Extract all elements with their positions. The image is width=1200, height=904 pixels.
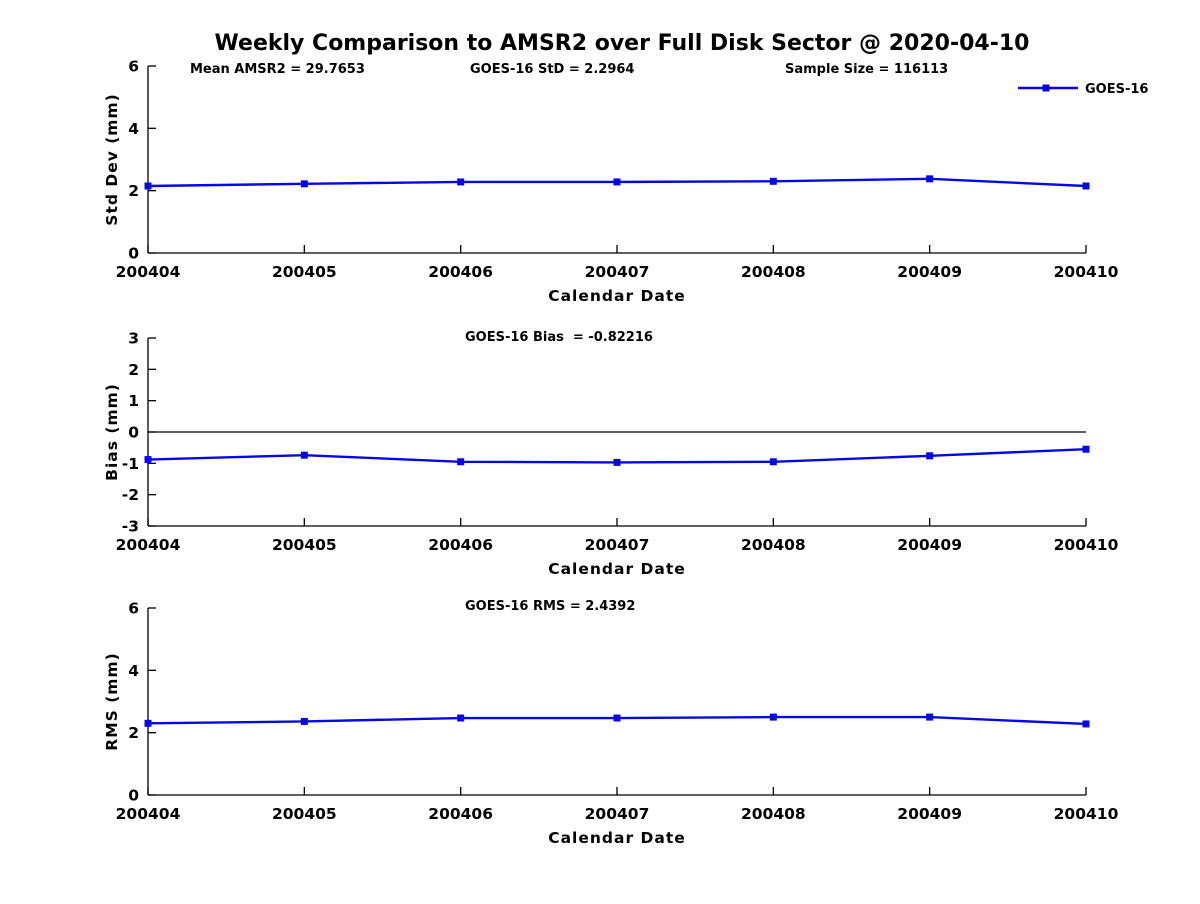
x-tick-label: 200409 xyxy=(897,263,962,281)
data-point-marker xyxy=(769,713,777,721)
y-tick-label: 0 xyxy=(128,424,139,442)
x-tick-label: 200410 xyxy=(1054,536,1119,554)
x-tick-label: 200405 xyxy=(272,805,337,823)
rms-chart: 0 2 4 6 200404 200405 200406 200407 200408 200409… xyxy=(103,600,1119,848)
data-point-marker xyxy=(613,458,621,466)
y-axis-label: Std Dev (mm) xyxy=(103,93,121,225)
x-tick-label: 200405 xyxy=(272,536,337,554)
x-tick-label: 200404 xyxy=(116,805,181,823)
rms-annotation: GOES-16 RMS = 2.4392 xyxy=(465,599,635,614)
data-point-marker xyxy=(1082,720,1090,728)
x-axis-label: Calendar Date xyxy=(548,560,686,578)
data-point-marker xyxy=(926,713,934,721)
x-tick-label: 200410 xyxy=(1054,263,1119,281)
stat-sample-size: Sample Size = 116113 xyxy=(785,62,948,77)
y-tick-label: 6 xyxy=(128,600,139,618)
data-point-marker xyxy=(926,452,934,460)
stat-mean-amsr2: Mean AMSR2 = 29.7653 xyxy=(190,62,365,77)
legend-square-marker-icon xyxy=(1042,84,1050,92)
y-tick-label: 6 xyxy=(128,58,139,76)
data-point-marker xyxy=(457,458,465,466)
x-tick-label: 200404 xyxy=(116,263,181,281)
data-point-marker xyxy=(300,180,308,188)
legend: GOES-16 xyxy=(1018,82,1148,97)
x-tick-label: 200408 xyxy=(741,805,806,823)
stddev-chart: 0 2 4 6 200404 200405 200406 200407 200408 200409… xyxy=(103,58,1119,306)
data-point-marker xyxy=(769,177,777,185)
y-tick-label: 2 xyxy=(128,182,139,200)
y-tick-label: 0 xyxy=(128,245,139,263)
y-tick-label: 4 xyxy=(128,662,139,680)
x-tick-label: 200406 xyxy=(428,263,493,281)
x-tick-label: 200409 xyxy=(897,805,962,823)
data-point-marker xyxy=(1082,445,1090,453)
y-tick-label: -2 xyxy=(122,486,139,504)
bias-annotation: GOES-16 Bias = -0.82216 xyxy=(465,330,653,345)
data-point-marker xyxy=(144,456,152,464)
x-tick-label: 200408 xyxy=(741,263,806,281)
data-point-marker xyxy=(926,175,934,183)
data-point-marker xyxy=(613,714,621,722)
y-tick-label: 2 xyxy=(128,724,139,742)
y-axis-label: Bias (mm) xyxy=(103,383,121,481)
x-tick-label: 200410 xyxy=(1054,805,1119,823)
y-axis-label: RMS (mm) xyxy=(103,652,121,750)
x-tick-label: 200409 xyxy=(897,536,962,554)
data-point-marker xyxy=(457,714,465,722)
data-point-marker xyxy=(769,458,777,466)
x-tick-label: 200405 xyxy=(272,263,337,281)
y-tick-label: 2 xyxy=(128,361,139,379)
data-point-marker xyxy=(144,719,152,727)
x-tick-label: 200406 xyxy=(428,805,493,823)
data-point-marker xyxy=(613,178,621,186)
data-point-marker xyxy=(300,451,308,459)
y-tick-label: 0 xyxy=(128,787,139,805)
figure-title: Weekly Comparison to AMSR2 over Full Dis… xyxy=(215,31,1030,56)
data-point-marker xyxy=(457,178,465,186)
data-point-marker xyxy=(144,182,152,190)
x-tick-label: 200408 xyxy=(741,536,806,554)
x-tick-label: 200404 xyxy=(116,536,181,554)
y-tick-label: 1 xyxy=(128,392,139,410)
y-tick-label: 4 xyxy=(128,120,139,138)
bias-chart: -3 -2 -1 0 1 2 3 200404 200405 200406 200407 200408… xyxy=(103,330,1119,579)
x-axis-label: Calendar Date xyxy=(548,829,686,847)
y-tick-label: -3 xyxy=(122,518,139,536)
x-axis-label: Calendar Date xyxy=(548,287,686,305)
x-tick-label: 200407 xyxy=(585,263,650,281)
x-tick-label: 200407 xyxy=(585,536,650,554)
y-tick-label: -1 xyxy=(122,455,139,473)
data-point-marker xyxy=(300,717,308,725)
x-tick-label: 200406 xyxy=(428,536,493,554)
x-tick-label: 200407 xyxy=(585,805,650,823)
y-tick-label: 3 xyxy=(128,330,139,348)
data-point-marker xyxy=(1082,182,1090,190)
stat-goes16-std: GOES-16 StD = 2.2964 xyxy=(470,62,634,77)
legend-label: GOES-16 xyxy=(1085,82,1148,97)
